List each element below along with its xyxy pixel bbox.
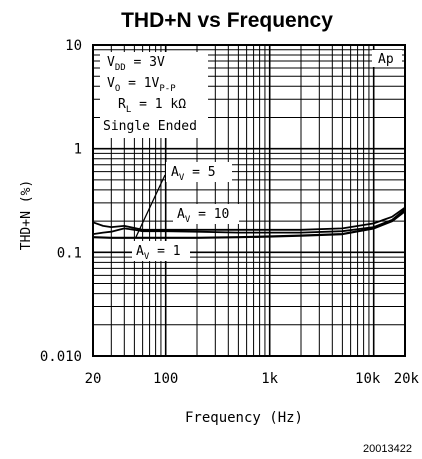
plot-area xyxy=(92,44,406,357)
series-line-2 xyxy=(92,208,406,235)
series-line-3 xyxy=(92,210,406,239)
y-tick-label: 0.1 xyxy=(57,245,82,261)
x-tick-label: 20k xyxy=(394,371,420,387)
condition-mode: Single Ended xyxy=(103,119,197,134)
x-tick-label: 10k xyxy=(355,371,381,387)
conditions-block: VDD = 3V VO = 1VP-P RL = 1 kΩ Single End… xyxy=(103,55,197,134)
corner-label: Ap xyxy=(378,52,394,67)
series-layer xyxy=(92,206,406,239)
figure-id: 20013422 xyxy=(363,443,412,455)
av5-label-bg xyxy=(166,162,232,182)
x-tick-label: 100 xyxy=(153,371,178,387)
series-labels: AV = 5 AV = 10 AV = 1 xyxy=(132,162,239,262)
y-tick-label: 1 xyxy=(74,142,82,158)
series-label-av5: AV = 5 xyxy=(171,165,216,183)
condition-rl: RL = 1 kΩ xyxy=(118,97,186,115)
conditions-box xyxy=(100,52,208,138)
y-tick-labels: 10 1 0.1 0.010 xyxy=(40,38,82,365)
av10-label-bg xyxy=(173,204,239,224)
corner-label-box xyxy=(372,50,402,67)
series-label-av1: AV = 1 xyxy=(136,244,181,262)
y-tick-label: 0.010 xyxy=(40,349,82,365)
x-tick-label: 1k xyxy=(261,371,278,387)
condition-vo: VO = 1VP-P xyxy=(107,76,176,94)
condition-vdd: VDD = 3V xyxy=(107,55,165,73)
chart-title: THD+N vs Frequency xyxy=(121,9,333,32)
series-label-av10: AV = 10 xyxy=(177,207,229,225)
x-axis-label: Frequency (Hz) xyxy=(185,410,303,426)
av5-leader-line xyxy=(135,174,166,238)
x-tick-label: 20 xyxy=(85,371,102,387)
series-line-1 xyxy=(92,206,406,231)
y-axis-label: THD+N (%) xyxy=(19,180,34,250)
av1-label-bg xyxy=(132,241,190,261)
y-tick-label: 10 xyxy=(65,38,82,54)
x-tick-labels: 20 100 1k 10k 20k xyxy=(85,371,420,387)
